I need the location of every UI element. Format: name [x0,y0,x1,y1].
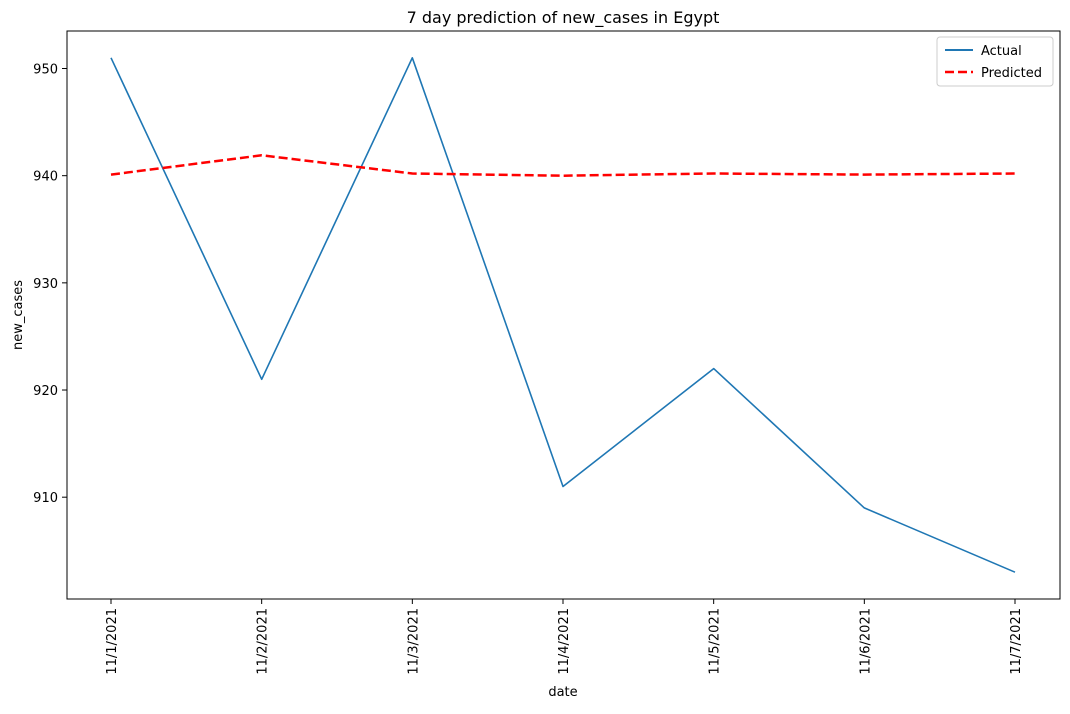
legend: Actual Predicted [936,36,1054,87]
x-tick-label: 11/7/2021 [1009,608,1024,675]
y-axis-label: new_cases [11,280,26,350]
x-tick-label: 11/4/2021 [557,608,572,675]
x-tick-label: 11/3/2021 [406,608,421,675]
x-tick-label: 11/2/2021 [256,608,271,675]
y-tick-label: 940 [33,170,58,185]
x-axis-label: date [548,685,577,700]
series-layer [110,56,1016,573]
y-tick-label: 930 [33,277,58,292]
y-tick-label: 920 [33,384,58,399]
y-tick-label: 910 [33,491,58,506]
chart-title: 7 day prediction of new_cases in Egypt [407,8,720,28]
plot-area-frame [66,30,1061,600]
legend-label-predicted: Predicted [981,66,1042,81]
series-line-actual [110,56,1016,573]
legend-label-actual: Actual [981,44,1022,59]
x-tick-label: 11/1/2021 [105,608,120,675]
x-tick-label: 11/6/2021 [858,608,873,675]
x-tick-label: 11/5/2021 [708,608,723,675]
y-axis: 910 920 930 940 950 [33,63,67,506]
series-line-predicted [110,154,1016,177]
x-axis: 11/1/2021 11/2/2021 11/3/2021 11/4/2021 11/5… [105,599,1024,675]
y-tick-label: 950 [33,63,58,78]
